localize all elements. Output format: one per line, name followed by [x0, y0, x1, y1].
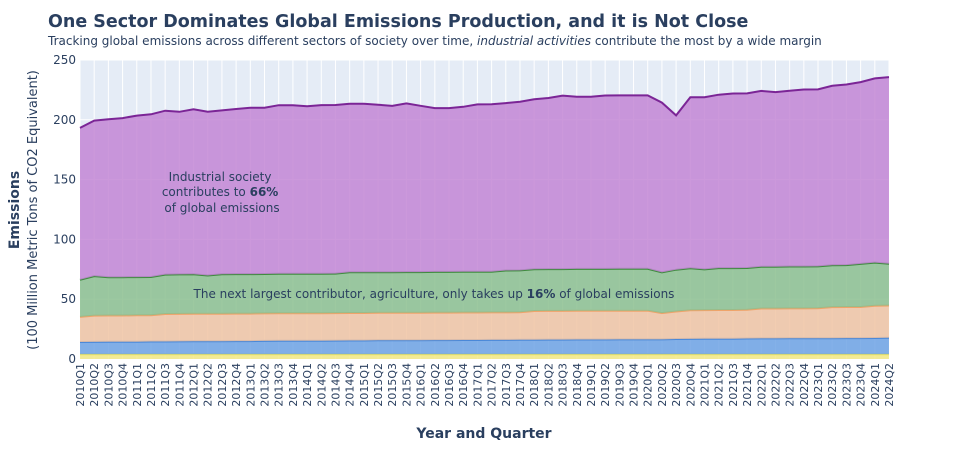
chart-title: One Sector Dominates Global Emissions Pr… — [48, 12, 749, 32]
x-tick-label: 2020Q4 — [684, 363, 697, 407]
x-tick-labels: 2010Q1 2010Q2 2010Q3 2010Q4 2011Q1 2011Q2 2011… — [74, 363, 896, 407]
x-tick-label: 2014Q4 — [344, 363, 357, 407]
x-tick-label: 2012Q2 — [202, 363, 215, 407]
subtitle-text: Tracking global emissions across differe… — [48, 34, 478, 48]
y-tick-labels: 0 50 100 150 200 250 — [53, 53, 76, 366]
x-tick-label: 2010Q4 — [117, 363, 130, 407]
x-tick-label: 2019Q1 — [585, 363, 598, 407]
x-tick-label: 2016Q2 — [429, 363, 442, 407]
x-tick-label: 2018Q4 — [571, 363, 584, 407]
x-tick-label: 2010Q1 — [74, 363, 87, 407]
agriculture-annotation: The next largest contributor, agricultur… — [193, 287, 675, 301]
series-line-2 — [79, 304, 890, 318]
x-tick-label: 2011Q4 — [173, 363, 186, 407]
x-tick-label: 2012Q3 — [216, 363, 229, 407]
x-tick-label: 2018Q2 — [542, 363, 555, 407]
x-tick-label: 2019Q3 — [613, 363, 626, 407]
area-series-2 — [80, 305, 889, 342]
y-tick-label: 50 — [61, 292, 76, 306]
subtitle-italic-text: industrial activities — [477, 34, 592, 48]
x-tick-label: 2023Q4 — [855, 363, 868, 407]
x-tick-label: 2021Q2 — [713, 363, 726, 407]
x-tick-label: 2020Q3 — [670, 363, 683, 407]
x-tick-label: 2012Q4 — [230, 363, 243, 407]
chart-subtitle: Tracking global emissions across differe… — [48, 34, 822, 48]
x-tick-label: 2017Q1 — [471, 363, 484, 407]
x-tick-label: 2015Q4 — [400, 363, 413, 407]
x-tick-label: 2019Q4 — [628, 363, 641, 407]
area-series — [79, 76, 890, 359]
x-tick-label: 2013Q1 — [244, 363, 257, 407]
x-tick-label: 2017Q4 — [514, 363, 527, 407]
industrial-annotation-line3: of global emissions — [164, 201, 279, 215]
x-tick-label: 2019Q2 — [599, 363, 612, 407]
x-tick-label: 2013Q4 — [287, 363, 300, 407]
x-tick-label: 2020Q2 — [656, 363, 669, 407]
x-tick-label: 2013Q2 — [259, 363, 272, 407]
x-tick-label: 2010Q2 — [88, 363, 101, 407]
x-tick-label: 2018Q3 — [557, 363, 570, 407]
x-tick-label: 2021Q3 — [727, 363, 740, 407]
x-tick-label: 2015Q2 — [372, 363, 385, 407]
y-tick-label: 250 — [53, 53, 76, 67]
x-tick-label: 2023Q1 — [812, 363, 825, 407]
series-line-4 — [79, 76, 890, 129]
x-tick-label: 2014Q1 — [301, 363, 314, 407]
x-tick-label: 2013Q3 — [273, 363, 286, 407]
x-tick-label: 2011Q1 — [131, 363, 144, 407]
x-tick-label: 2014Q2 — [315, 363, 328, 407]
x-tick-label: 2021Q1 — [698, 363, 711, 407]
x-tick-label: 2015Q1 — [358, 363, 371, 407]
y-tick-label: 150 — [53, 173, 76, 187]
x-tick-label: 2014Q3 — [329, 363, 342, 407]
x-tick-label: 2016Q4 — [457, 363, 470, 407]
y-tick-label: 200 — [53, 113, 76, 127]
x-tick-label: 2024Q2 — [883, 363, 896, 407]
x-tick-label: 2018Q1 — [528, 363, 541, 407]
x-tick-label: 2021Q4 — [741, 363, 754, 407]
subtitle-text-end: contribute the most by a wide margin — [591, 34, 822, 48]
x-tick-label: 2024Q1 — [869, 363, 882, 407]
x-tick-label: 2016Q3 — [443, 363, 456, 407]
x-tick-label: 2022Q1 — [755, 363, 768, 407]
x-tick-label: 2017Q2 — [486, 363, 499, 407]
x-tick-label: 2015Q3 — [386, 363, 399, 407]
x-tick-label: 2011Q3 — [159, 363, 172, 407]
area-series-0 — [80, 354, 889, 359]
industrial-annotation-line2: contributes to 66% — [162, 185, 279, 199]
x-tick-label: 2010Q3 — [102, 363, 115, 407]
area-series-1 — [80, 337, 889, 355]
series-line-1 — [79, 336, 890, 343]
x-tick-label: 2011Q2 — [145, 363, 158, 407]
x-axis-title: Year and Quarter — [415, 426, 551, 442]
y-tick-label: 100 — [53, 232, 76, 246]
area-series-3 — [80, 262, 889, 317]
x-tick-label: 2017Q3 — [500, 363, 513, 407]
x-tick-label: 2012Q1 — [188, 363, 201, 407]
x-tick-label: 2016Q1 — [415, 363, 428, 407]
y-axis-subtitle: (100 Million Metric Tons of CO2 Equivale… — [26, 70, 41, 350]
x-tick-label: 2022Q2 — [769, 363, 782, 407]
x-tick-label: 2022Q3 — [784, 363, 797, 407]
y-axis-title: Emissions — [7, 171, 23, 249]
industrial-annotation-line1: Industrial society — [169, 170, 272, 184]
area-series-4 — [80, 77, 889, 280]
x-tick-label: 2023Q2 — [826, 363, 839, 407]
x-tick-label: 2020Q1 — [642, 363, 655, 407]
y-tick-label: 0 — [68, 352, 76, 366]
industrial-annotation: Industrial society contributes to 66% of… — [162, 170, 282, 215]
x-tick-label: 2022Q4 — [798, 363, 811, 407]
x-tick-label: 2023Q3 — [840, 363, 853, 407]
